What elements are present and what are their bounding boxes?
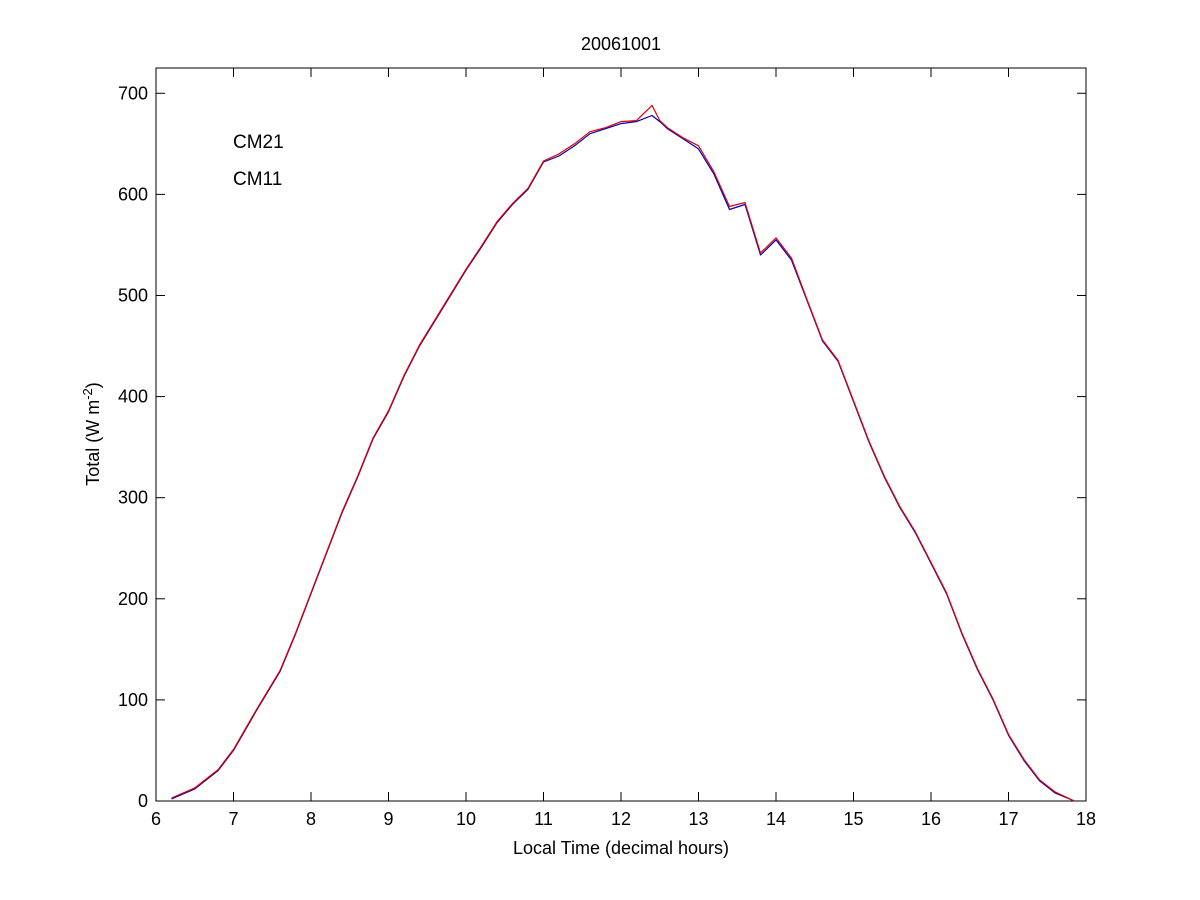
y-tick-label: 100 [118,690,148,710]
y-tick-label: 300 [118,488,148,508]
x-tick-label: 10 [456,809,476,829]
x-tick-label: 6 [151,809,161,829]
plot-area [155,67,1087,802]
x-tick-label: 13 [688,809,708,829]
y-tick-label: 600 [118,184,148,204]
chart-title: 20061001 [581,34,661,54]
x-tick-label: 16 [921,809,941,829]
x-tick-label: 18 [1076,809,1096,829]
x-tick-label: 8 [306,809,316,829]
tick-layer [155,68,1087,802]
y-tick-label: 0 [138,791,148,811]
series-layer [171,104,1075,802]
legend-entry-cm11: CM11 [233,169,282,190]
y-tick-label: 500 [118,285,148,305]
y-axis-label-superscript: -2 [80,388,95,400]
x-tick-label: 14 [766,809,786,829]
x-tick-label: 17 [998,809,1018,829]
x-tick-label: 12 [611,809,631,829]
legend-entry-cm21: CM21 [233,132,284,153]
y-axis-label: Total (W m-2) [80,382,103,486]
x-tick-label: 15 [843,809,863,829]
y-tick-label: 700 [118,83,148,103]
y-tick-label: 400 [118,387,148,407]
tick-label-layer: 6 7 8 9 10 11 12 13 14 15 16 17 18 0 100 200 300 400 500 60… [118,83,1096,829]
x-axis-label: Local Time (decimal hours) [513,838,729,858]
y-tick-label: 200 [118,589,148,609]
x-tick-label: 11 [534,809,553,829]
y-axis-label-main: Total (W m [83,400,103,486]
x-tick-label: 9 [383,809,393,829]
series-line-cm11 [171,104,1075,802]
y-axis-label-suffix: ) [83,382,103,388]
x-tick-label: 7 [228,809,238,829]
